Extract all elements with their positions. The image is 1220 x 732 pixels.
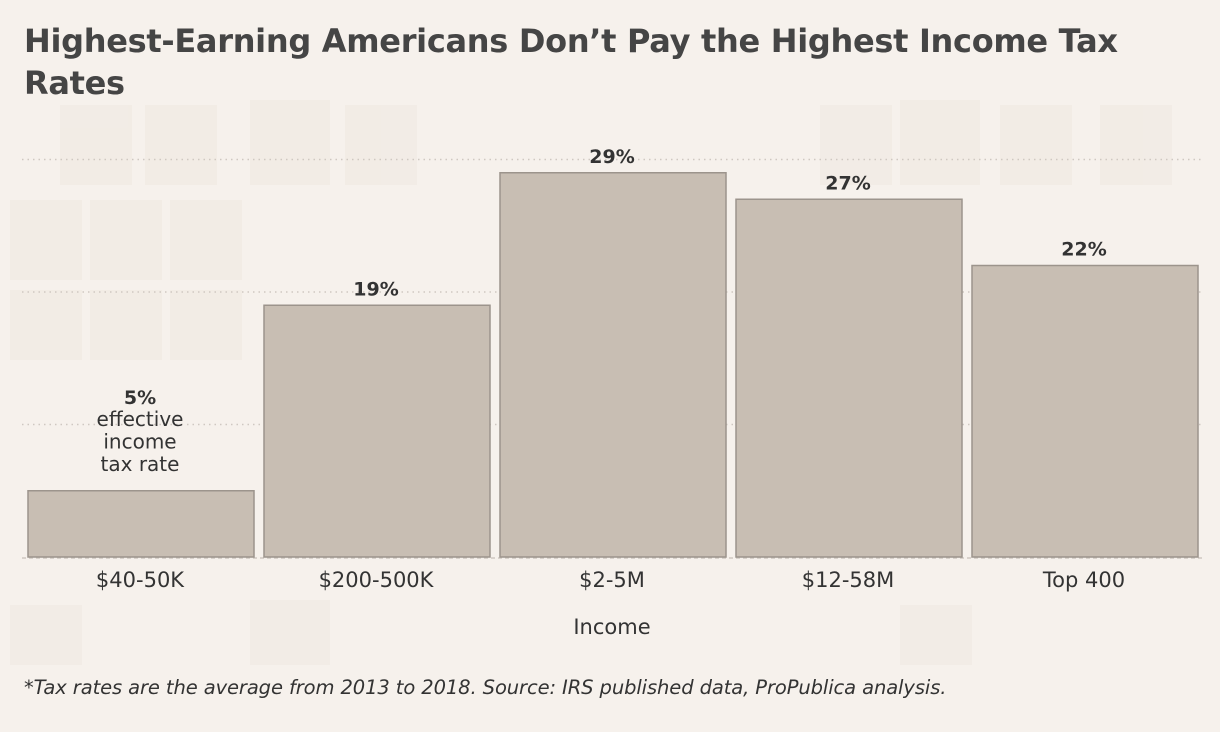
annotation-line-1: income bbox=[103, 429, 176, 453]
annotation-line-2: tax rate bbox=[101, 452, 180, 476]
x-tick-label-2: $2-5M bbox=[579, 568, 645, 592]
chart-title: Highest-Earning Americans Don’t Pay the … bbox=[24, 22, 1118, 102]
footnote-source: *Tax rates are the average from 2013 to … bbox=[24, 676, 947, 699]
x-tick-label-0: $40-50K bbox=[96, 568, 185, 592]
bar-4 bbox=[971, 264, 1199, 558]
value-label-2: 29% bbox=[589, 146, 634, 168]
x-tick-labels: $40-50K $200-500K $2-5M $12-58M Top 400 bbox=[96, 568, 1125, 592]
x-tick-label-4: Top 400 bbox=[1042, 568, 1125, 592]
value-label-1: 19% bbox=[353, 278, 398, 300]
bar-0 bbox=[27, 490, 255, 558]
bar-3 bbox=[735, 198, 963, 558]
annotation-line-0: effective bbox=[97, 407, 184, 431]
value-label-3: 27% bbox=[825, 172, 870, 194]
x-tick-label-3: $12-58M bbox=[802, 568, 895, 592]
x-tick-label-1: $200-500K bbox=[319, 568, 435, 592]
value-label-0: 5% bbox=[124, 387, 156, 409]
bar-2 bbox=[499, 172, 727, 558]
x-axis-title: Income bbox=[573, 615, 650, 639]
bar-1 bbox=[263, 304, 491, 558]
bars bbox=[27, 172, 1199, 558]
value-label-4: 22% bbox=[1061, 239, 1106, 261]
